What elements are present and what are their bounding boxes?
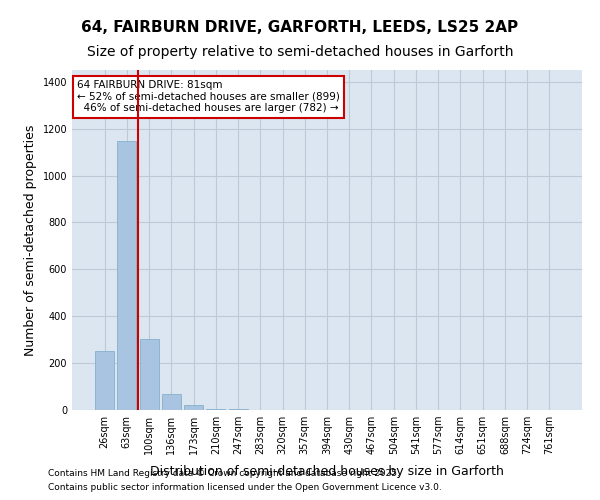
Text: Contains public sector information licensed under the Open Government Licence v3: Contains public sector information licen… bbox=[48, 484, 442, 492]
Text: Contains HM Land Registry data © Crown copyright and database right 2025.: Contains HM Land Registry data © Crown c… bbox=[48, 468, 400, 477]
Bar bbox=[118, 141, 136, 410]
Bar bbox=[140, 339, 158, 410]
Y-axis label: Number of semi-detached properties: Number of semi-detached properties bbox=[24, 124, 37, 356]
Bar bbox=[95, 350, 114, 410]
Bar bbox=[184, 406, 203, 410]
X-axis label: Distribution of semi-detached houses by size in Garforth: Distribution of semi-detached houses by … bbox=[150, 466, 504, 478]
Text: 64 FAIRBURN DRIVE: 81sqm
← 52% of semi-detached houses are smaller (899)
  46% o: 64 FAIRBURN DRIVE: 81sqm ← 52% of semi-d… bbox=[77, 80, 340, 114]
Text: Size of property relative to semi-detached houses in Garforth: Size of property relative to semi-detach… bbox=[87, 45, 513, 59]
Bar bbox=[162, 394, 181, 410]
Text: 64, FAIRBURN DRIVE, GARFORTH, LEEDS, LS25 2AP: 64, FAIRBURN DRIVE, GARFORTH, LEEDS, LS2… bbox=[82, 20, 518, 35]
Bar bbox=[206, 409, 225, 410]
